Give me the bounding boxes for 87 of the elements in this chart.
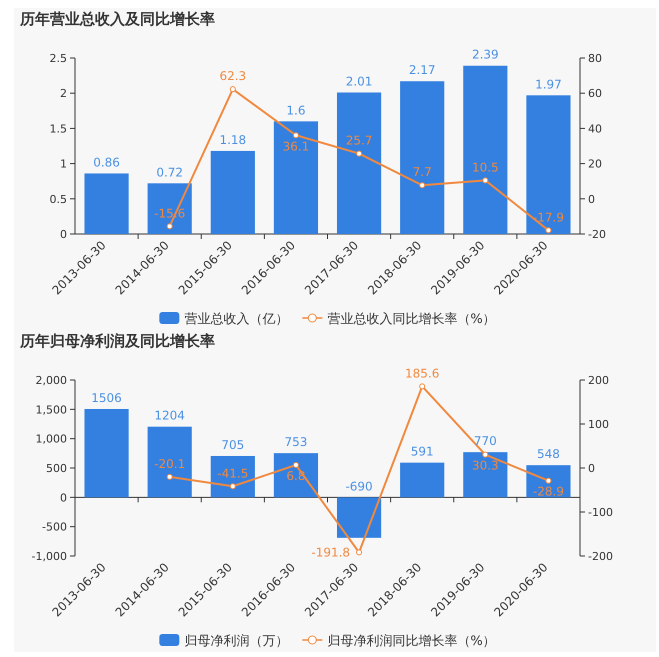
data-label: 1506 — [91, 390, 122, 405]
data-label: -41.5 — [217, 466, 248, 480]
data-label: 10.5 — [472, 160, 499, 174]
y-tick-label: 2.5 — [50, 52, 67, 65]
y2-tick-label: -100 — [588, 506, 613, 519]
point — [230, 86, 236, 92]
bar — [210, 150, 255, 234]
bar — [84, 408, 129, 498]
point — [419, 383, 426, 390]
bar — [84, 173, 129, 234]
point — [292, 132, 299, 138]
data-label: 0.86 — [93, 155, 120, 170]
y2-tick-label: -200 — [588, 550, 613, 563]
point — [292, 462, 299, 468]
data-label: -28.9 — [532, 484, 564, 499]
bar — [526, 95, 571, 234]
y-tick-label: 2,000 — [36, 374, 67, 387]
data-label: 185.6 — [405, 366, 440, 380]
bar — [336, 92, 382, 234]
data-label: -20.1 — [154, 456, 186, 471]
point — [419, 182, 426, 188]
data-label: 1.18 — [219, 132, 246, 147]
y2-tick-label: 100 — [588, 418, 609, 431]
y2-tick-label: 40 — [588, 122, 602, 136]
data-label: 36.1 — [282, 139, 310, 154]
data-label: 753 — [284, 435, 308, 450]
y2-tick-label: 60 — [588, 87, 602, 100]
data-label: -191.8 — [311, 545, 350, 560]
y2-tick-label: 0 — [588, 462, 595, 475]
legend-label: 归母净利润（万） — [184, 634, 288, 649]
legend-label: 归母净利润同比增长率（%） — [327, 633, 496, 649]
bar — [274, 453, 318, 498]
data-label: 30.3 — [472, 458, 499, 473]
y-tick-label: -500 — [42, 520, 67, 534]
y2-tick-label: 20 — [588, 158, 602, 171]
point — [230, 483, 236, 490]
y-tick-label: 0 — [60, 228, 67, 241]
legend-label: 营业总收入（亿） — [184, 312, 288, 327]
y2-tick-label: -20 — [588, 228, 606, 241]
y-tick-label: 1,000 — [36, 432, 67, 446]
point — [166, 223, 173, 230]
y-tick-label: 0 — [60, 491, 67, 504]
y-tick-label: 1 — [60, 158, 67, 171]
data-label: 1.6 — [286, 103, 306, 118]
point — [545, 478, 552, 484]
y2-tick-label: 200 — [588, 374, 609, 387]
data-label: 0.72 — [156, 165, 184, 180]
bar — [463, 452, 508, 498]
y-tick-label: 1.5 — [50, 122, 67, 136]
data-label: 2.17 — [408, 63, 436, 78]
data-label: 770 — [474, 434, 497, 448]
chart-title: 历年营业总收入及同比增长率 — [19, 10, 215, 28]
bar — [463, 66, 508, 234]
data-label: 25.7 — [346, 134, 372, 148]
data-label: 591 — [410, 444, 434, 459]
y-tick-label: 500 — [46, 462, 67, 475]
bar — [336, 497, 382, 538]
bar — [210, 456, 255, 498]
data-label: -17.9 — [532, 210, 564, 224]
point — [166, 474, 173, 480]
y-tick-label: -1,000 — [32, 550, 67, 563]
bar — [400, 462, 444, 498]
bar — [274, 121, 318, 234]
data-label: 7.7 — [412, 165, 432, 180]
point — [545, 227, 552, 234]
bar — [526, 465, 571, 498]
chart-title: 历年归母净利润及同比增长率 — [19, 332, 215, 350]
y-tick-label: 0.5 — [50, 192, 67, 206]
bar — [400, 81, 444, 234]
bar — [148, 426, 192, 498]
data-label: 705 — [221, 438, 244, 452]
data-label: 62.3 — [219, 69, 246, 84]
point — [356, 549, 362, 556]
point — [482, 177, 488, 184]
data-label: 1.97 — [535, 77, 562, 92]
y-tick-label: 1,500 — [36, 403, 67, 416]
point — [356, 150, 362, 157]
y2-tick-label: 80 — [588, 52, 602, 65]
data-label: 2.39 — [472, 48, 499, 62]
point — [482, 452, 488, 458]
data-label: 2.01 — [346, 74, 372, 88]
legend-label: 营业总收入同比增长率（%） — [327, 311, 496, 327]
data-label: 1204 — [154, 408, 185, 423]
data-label: 548 — [536, 447, 560, 462]
y-tick-label: 2 — [60, 87, 67, 100]
y2-tick-label: 0 — [588, 192, 595, 206]
data-label: -690 — [345, 479, 373, 494]
